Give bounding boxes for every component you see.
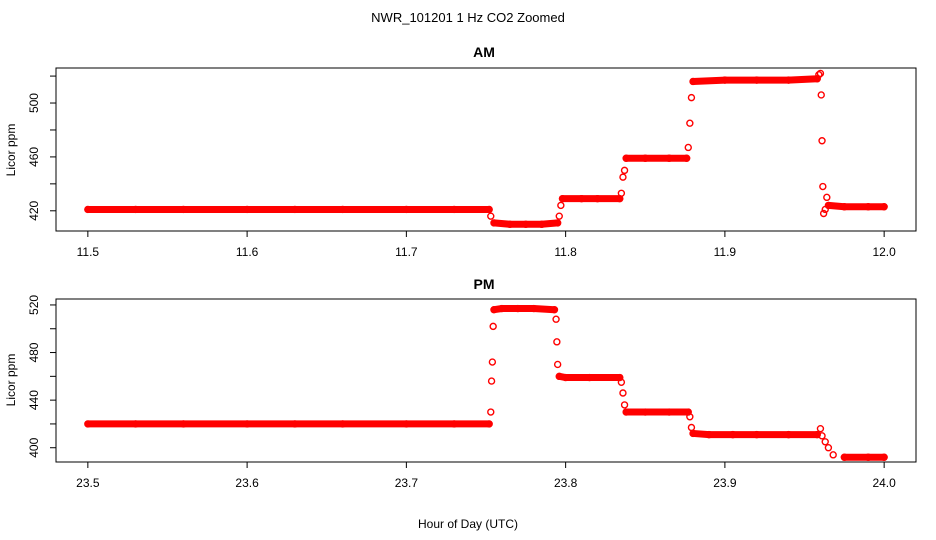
pm-data-point xyxy=(619,389,627,397)
pm-data-point xyxy=(821,438,829,446)
pm-y-tick-label: 480 xyxy=(27,342,41,362)
pm-data-point xyxy=(487,408,495,416)
pm-panel: PM Licor ppm 23.5 23.6 23.7 23.8 23.9 24.0 40… xyxy=(4,276,917,490)
am-data-point xyxy=(555,212,563,220)
pm-y-tick-label: 400 xyxy=(27,437,41,457)
pm-data-point xyxy=(816,424,825,433)
am-x-tick-label: 11.5 xyxy=(77,245,100,259)
pm-data-point xyxy=(824,444,833,452)
pm-data-point xyxy=(489,322,497,331)
pm-data-point xyxy=(687,423,696,432)
pm-data-point xyxy=(553,360,562,369)
pm-x-tick-label: 23.8 xyxy=(554,476,578,490)
am-data-point xyxy=(816,69,825,78)
pm-x-tick-label: 23.7 xyxy=(395,476,419,490)
am-data-series xyxy=(84,69,888,228)
pm-data-point xyxy=(488,358,497,366)
am-x-tick-label: 11.9 xyxy=(714,245,737,259)
am-data-point xyxy=(557,201,565,210)
pm-x-axis: 23.5 23.6 23.7 23.8 23.9 24.0 xyxy=(76,461,896,490)
am-y-axis: 420 460 500 xyxy=(27,75,57,221)
am-x-tick-label: 11.8 xyxy=(554,245,577,259)
am-data-point xyxy=(818,137,826,145)
am-data-point xyxy=(487,212,495,220)
am-x-tick-label: 11.6 xyxy=(236,245,259,259)
am-dense-point-run xyxy=(689,76,729,85)
am-data-point xyxy=(817,91,825,99)
am-y-tick-label: 460 xyxy=(27,147,41,167)
am-data-point xyxy=(819,182,827,191)
am-data-point xyxy=(815,71,823,79)
pm-y-tick-label: 440 xyxy=(27,390,41,410)
pm-data-point xyxy=(829,451,837,459)
pm-data-point xyxy=(553,338,561,346)
figure-title: NWR_101201 1 Hz CO2 Zoomed xyxy=(371,10,565,25)
am-data-point xyxy=(684,143,692,152)
am-data-point xyxy=(553,219,562,227)
pm-data-point xyxy=(818,432,826,440)
am-y-axis-label: Licor ppm xyxy=(4,124,18,177)
pm-data-point xyxy=(552,315,560,323)
am-x-tick-label: 11.7 xyxy=(395,245,418,259)
pm-y-axis-label: Licor ppm xyxy=(4,354,18,407)
pm-x-tick-label: 23.5 xyxy=(76,476,100,490)
am-data-point xyxy=(620,166,629,175)
am-data-point xyxy=(485,205,493,214)
pm-x-tick-label: 23.6 xyxy=(235,476,259,490)
pm-data-point xyxy=(487,377,496,385)
pm-panel-title: PM xyxy=(474,276,495,292)
am-data-point xyxy=(813,75,821,83)
am-x-tick-label: 12.0 xyxy=(872,245,896,259)
am-y-tick-label: 500 xyxy=(27,93,41,113)
pm-data-point xyxy=(686,413,694,421)
pm-x-tick-label: 23.9 xyxy=(713,476,737,490)
pm-x-tick-label: 24.0 xyxy=(872,476,896,490)
pm-data-point xyxy=(620,401,629,409)
am-data-point xyxy=(880,203,888,211)
pm-data-series xyxy=(84,304,888,461)
pm-data-point xyxy=(617,378,626,386)
pm-data-point xyxy=(880,453,888,461)
am-data-point xyxy=(819,209,828,218)
am-dense-point-run xyxy=(785,75,821,84)
pm-data-point xyxy=(813,430,821,439)
pm-data-point xyxy=(616,373,624,382)
am-panel-title: AM xyxy=(473,44,495,60)
am-x-axis: 11.5 11.6 11.7 11.8 11.9 12.0 xyxy=(77,230,896,259)
pm-y-tick-label: 520 xyxy=(27,295,41,315)
pm-data-point xyxy=(550,306,559,314)
am-y-tick-label: 420 xyxy=(27,200,41,220)
am-panel: AM Licor ppm 11.5 11.6 11.7 11.8 11.9 12.0 42… xyxy=(4,44,917,259)
pm-data-point xyxy=(485,420,493,428)
am-data-point xyxy=(823,193,831,202)
am-data-point xyxy=(686,119,694,127)
am-data-point xyxy=(617,189,626,197)
am-data-point xyxy=(687,93,696,102)
pm-data-point xyxy=(684,408,692,416)
pm-y-axis: 400 440 480 520 xyxy=(27,295,57,458)
am-data-point xyxy=(619,173,627,181)
am-data-point xyxy=(682,154,691,162)
x-axis-label: Hour of Day (UTC) xyxy=(418,517,518,531)
